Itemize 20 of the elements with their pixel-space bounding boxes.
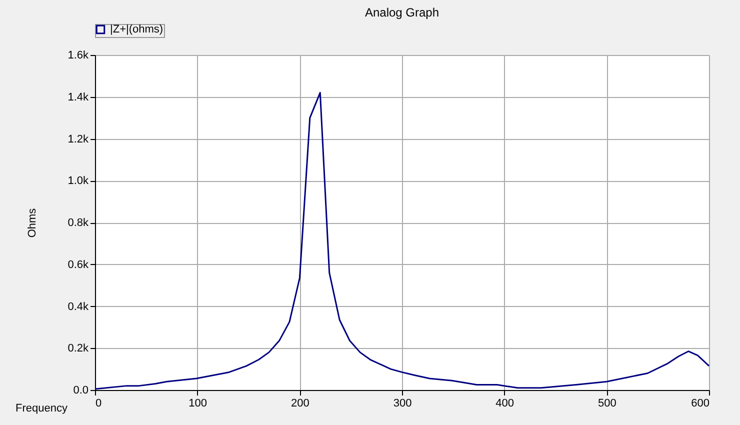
y-tick-label: 1.2k (68, 133, 89, 146)
x-tick-label: 200 (290, 398, 310, 410)
legend-label: |Z+|(ohms) (110, 24, 164, 36)
y-tick-label: 0.8k (68, 217, 89, 229)
x-tick-label: 400 (496, 398, 514, 410)
y-tick-label: 1.6k (68, 50, 89, 62)
x-tick-label: 500 (598, 398, 616, 410)
x-axis-title: Frequency (16, 402, 68, 414)
chart-title: Analog Graph (364, 6, 440, 20)
y-axis-title: Ohms (26, 208, 39, 238)
y-tick-label: 0.2k (68, 342, 89, 355)
y-tick-label: 1.4k (68, 91, 89, 104)
y-tick-label: 0.6k (68, 258, 89, 271)
x-tick-label: 600 (691, 398, 710, 410)
x-tick-label: 100 (188, 398, 208, 410)
y-tick-label: 0.0 (73, 384, 88, 396)
x-tick-label: 0 (96, 398, 102, 410)
y-tick-label: 1.0k (68, 175, 89, 188)
y-tick-label: 0.4k (68, 300, 89, 313)
x-tick-label: 300 (393, 398, 412, 410)
